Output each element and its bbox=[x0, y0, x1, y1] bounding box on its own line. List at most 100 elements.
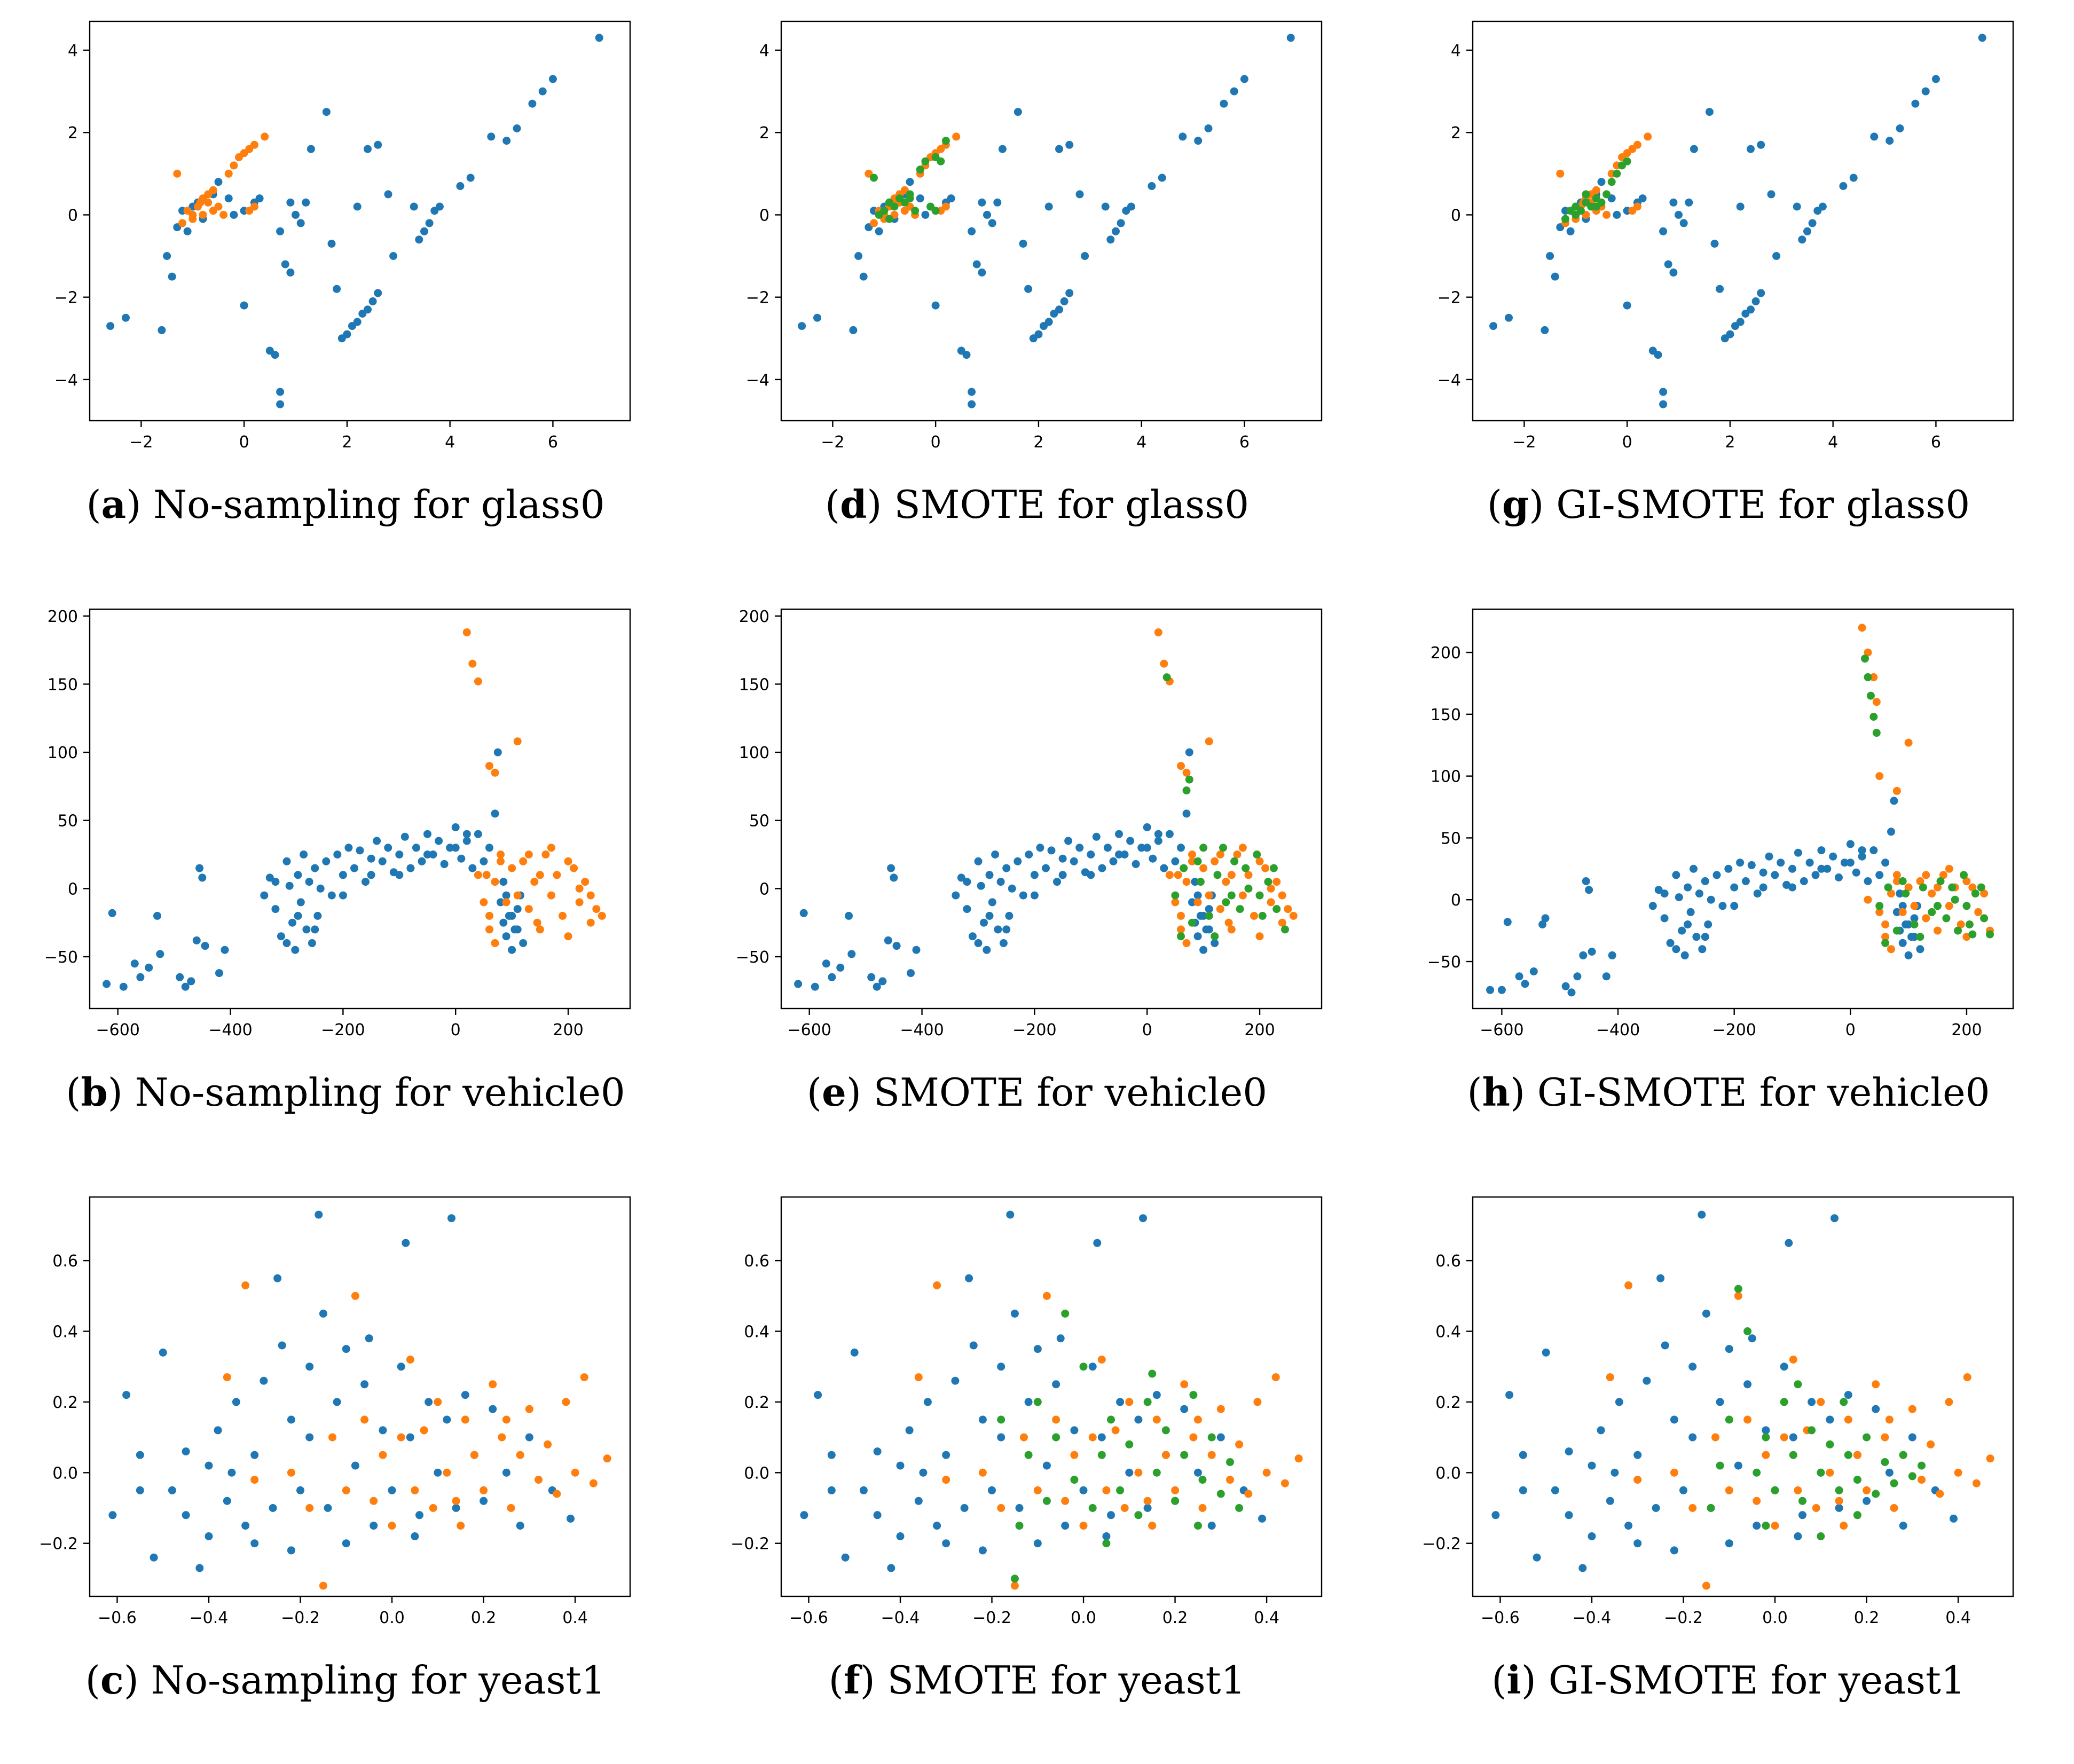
panel-title: GI-SMOTE for vehicle0 bbox=[1537, 1070, 1990, 1115]
point-majority bbox=[183, 227, 192, 235]
series-synthetic bbox=[1707, 1285, 1926, 1540]
point-majority bbox=[1624, 1522, 1633, 1530]
point-minority bbox=[319, 1581, 327, 1590]
point-majority bbox=[1588, 948, 1596, 956]
point-majority bbox=[451, 823, 460, 831]
scatter-plot-f: −0.6 −0.4 −0.2 0.0 0.2 0.4 −0.2 0.0 0.2 0.4 0.6 bbox=[730, 1196, 1323, 1627]
point-minority bbox=[1890, 1504, 1898, 1512]
point-majority bbox=[1978, 34, 1986, 42]
chart-panel-g: −2 0 2 4 6 −4 −2 0 2 4 (g) GI-SMOTE for glass0 bbox=[1383, 0, 2074, 588]
point-majority bbox=[443, 1415, 451, 1424]
point-majority bbox=[150, 1553, 158, 1562]
y-tick-label: 200 bbox=[1431, 644, 1461, 663]
point-synthetic bbox=[1866, 691, 1875, 700]
point-minority bbox=[533, 918, 541, 927]
point-minority bbox=[1986, 1454, 1994, 1463]
point-majority bbox=[985, 911, 994, 920]
point-minority bbox=[516, 1451, 524, 1459]
point-majority bbox=[1638, 194, 1647, 203]
point-majority bbox=[1669, 198, 1678, 207]
point-minority bbox=[1134, 1468, 1143, 1477]
point-majority bbox=[1916, 945, 1924, 954]
point-minority bbox=[1869, 673, 1878, 681]
axes-frame bbox=[780, 608, 1323, 1010]
x-tick-label: 0.2 bbox=[1854, 1609, 1880, 1627]
point-synthetic bbox=[1182, 786, 1191, 794]
point-majority bbox=[962, 351, 971, 359]
x-tick-label: 0 bbox=[931, 433, 941, 452]
point-majority bbox=[978, 198, 986, 207]
series-minority bbox=[462, 628, 606, 947]
point-minority bbox=[1211, 857, 1219, 865]
point-majority bbox=[513, 124, 521, 132]
point-majority bbox=[367, 871, 375, 879]
point-majority bbox=[1661, 1341, 1669, 1350]
point-majority bbox=[322, 108, 331, 116]
point-majority bbox=[997, 1363, 1005, 1371]
x-tick-label: 4 bbox=[1828, 433, 1838, 452]
point-synthetic bbox=[1844, 1451, 1852, 1459]
point-majority bbox=[356, 846, 364, 855]
point-synthetic bbox=[1185, 775, 1193, 784]
point-majority bbox=[423, 830, 431, 838]
point-majority bbox=[1065, 140, 1074, 149]
point-minority bbox=[209, 207, 217, 215]
x-tick-label: −0.2 bbox=[281, 1609, 320, 1627]
point-majority bbox=[841, 1553, 850, 1562]
point-synthetic bbox=[1780, 1398, 1788, 1406]
point-minority bbox=[1771, 1522, 1779, 1530]
point-majority bbox=[168, 272, 176, 281]
point-majority bbox=[977, 881, 985, 890]
point-majority bbox=[281, 260, 289, 269]
point-majority bbox=[1489, 322, 1498, 330]
point-majority bbox=[367, 854, 375, 863]
point-majority bbox=[201, 942, 209, 950]
series-synthetic bbox=[1162, 673, 1289, 941]
point-synthetic bbox=[1928, 908, 1936, 916]
point-majority bbox=[1910, 914, 1919, 923]
point-majority bbox=[1075, 844, 1084, 852]
axes-frame bbox=[89, 1196, 631, 1597]
point-majority bbox=[451, 844, 460, 852]
point-majority bbox=[307, 145, 315, 153]
point-majority bbox=[1070, 857, 1078, 865]
point-minority bbox=[1734, 1292, 1742, 1300]
point-minority bbox=[1688, 1504, 1697, 1512]
point-synthetic bbox=[1890, 1479, 1898, 1487]
point-majority bbox=[136, 1451, 144, 1459]
point-minority bbox=[1161, 1451, 1170, 1459]
point-synthetic bbox=[911, 207, 920, 215]
x-tick-label: 0 bbox=[1142, 1021, 1152, 1040]
scatter-plot-i: −0.6 −0.4 −0.2 0.0 0.2 0.4 −0.2 0.0 0.2 0.4 0.6 bbox=[1422, 1196, 2014, 1627]
point-minority bbox=[1188, 850, 1196, 859]
x-tick-label: 0.2 bbox=[471, 1609, 497, 1627]
point-majority bbox=[1730, 902, 1739, 910]
point-majority bbox=[502, 137, 511, 145]
point-majority bbox=[342, 1539, 350, 1548]
point-minority bbox=[1267, 884, 1275, 893]
point-majority bbox=[800, 1511, 808, 1519]
point-minority bbox=[1887, 889, 1895, 898]
point-majority bbox=[931, 301, 940, 310]
point-synthetic bbox=[1125, 1440, 1134, 1448]
point-majority bbox=[1052, 1380, 1060, 1389]
point-majority bbox=[365, 1334, 373, 1343]
point-synthetic bbox=[1010, 1574, 1019, 1583]
point-minority bbox=[1780, 1433, 1788, 1442]
point-majority bbox=[1491, 1511, 1500, 1519]
panel-letter: b bbox=[81, 1069, 108, 1115]
point-majority bbox=[822, 959, 830, 968]
point-synthetic bbox=[1835, 1486, 1843, 1494]
point-majority bbox=[1872, 1405, 1880, 1413]
point-majority bbox=[1908, 1433, 1916, 1442]
point-synthetic bbox=[885, 215, 893, 223]
point-minority bbox=[370, 1497, 378, 1505]
point-majority bbox=[905, 1426, 914, 1435]
point-synthetic bbox=[937, 157, 945, 166]
point-synthetic bbox=[906, 194, 914, 203]
point-minority bbox=[553, 1490, 561, 1498]
point-majority bbox=[241, 1522, 250, 1530]
point-minority bbox=[1858, 624, 1866, 632]
point-majority bbox=[1005, 911, 1014, 920]
